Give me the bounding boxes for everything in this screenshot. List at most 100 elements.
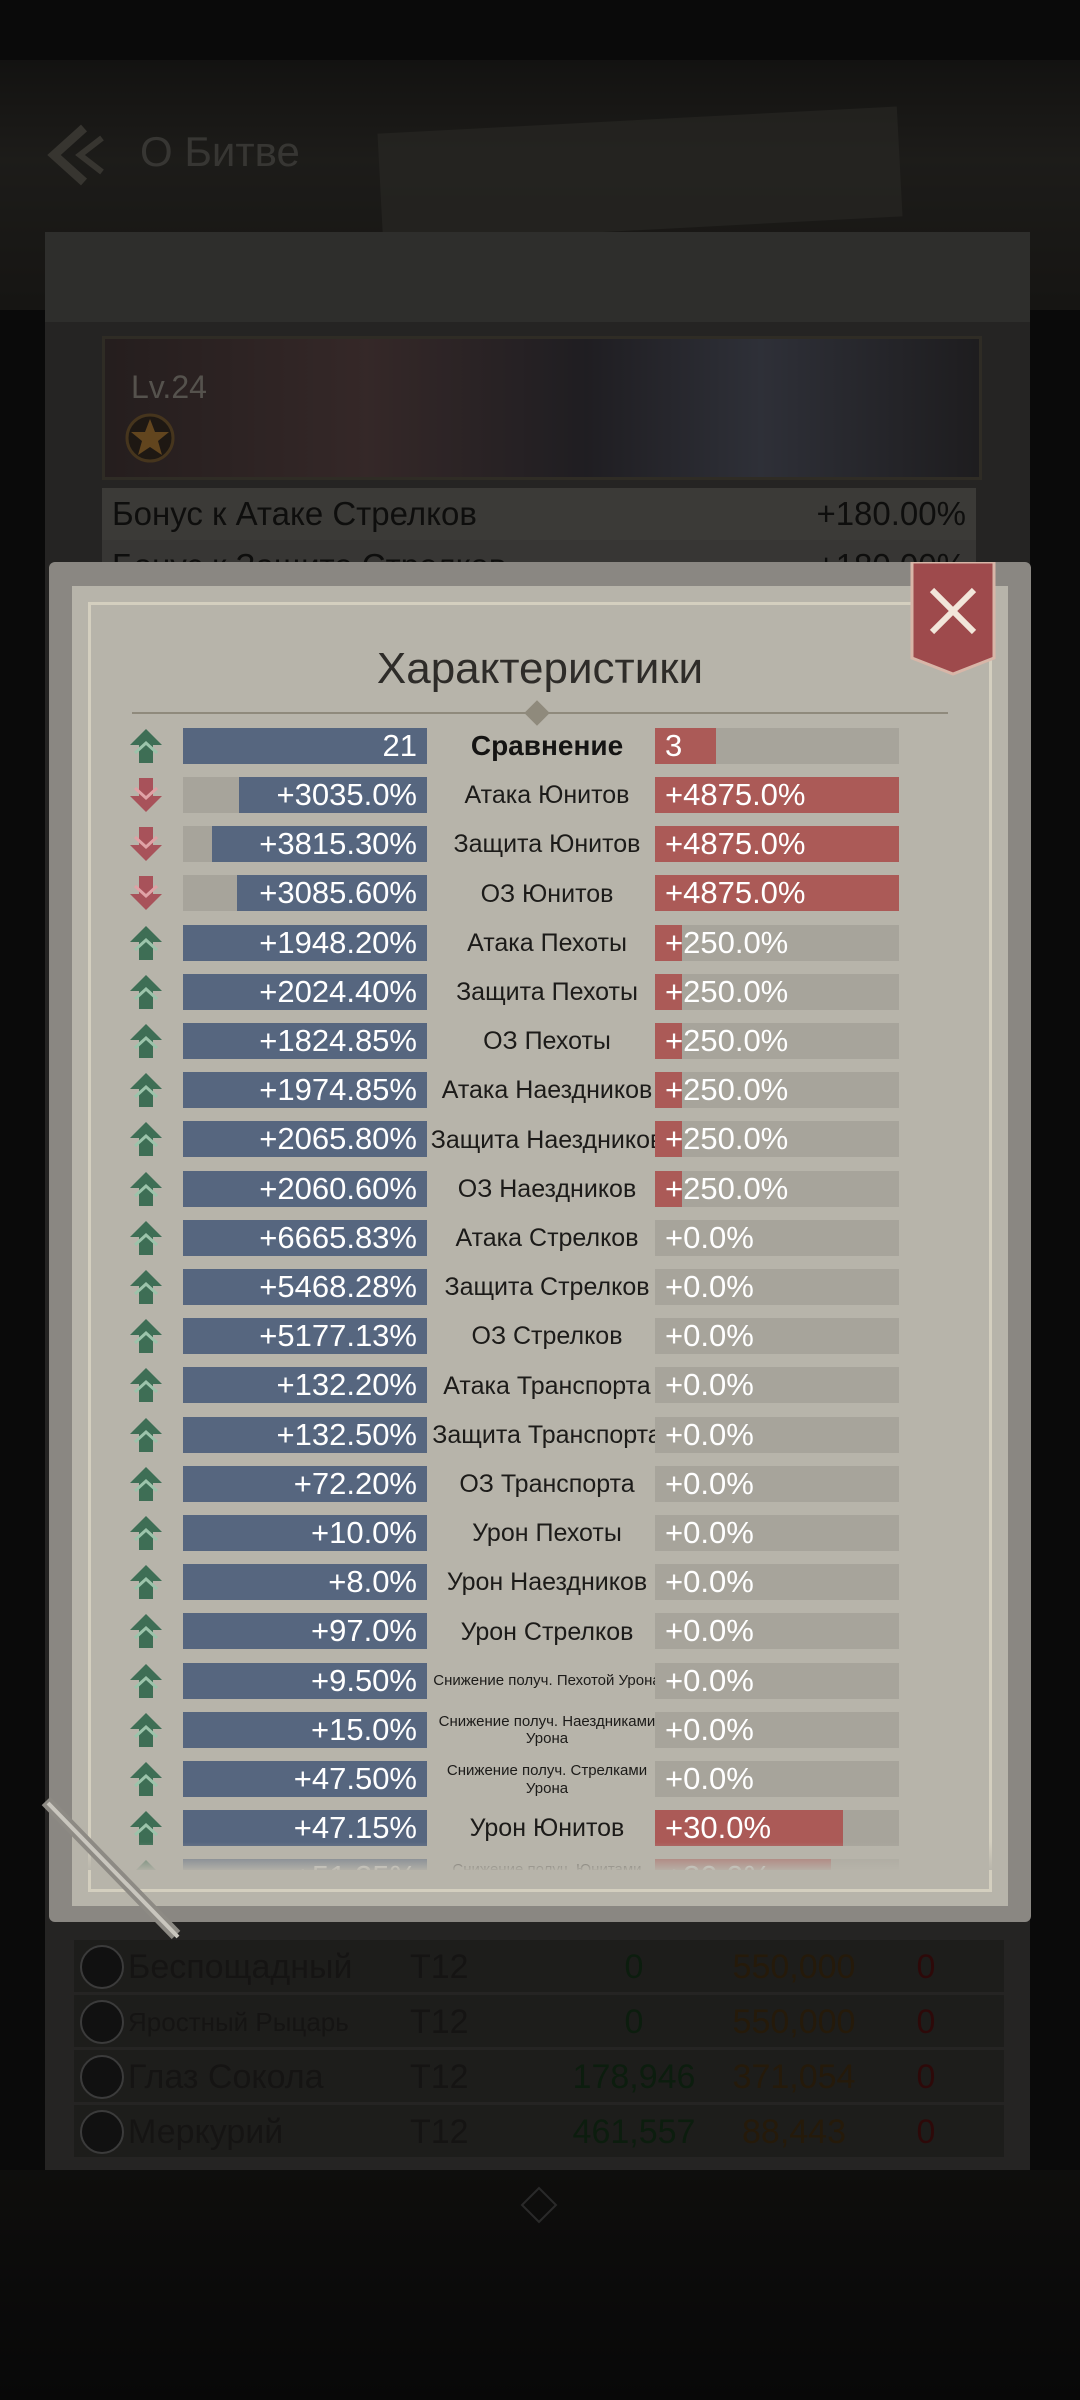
right-bar: +0.0% xyxy=(655,1269,899,1305)
right-value: +4875.0% xyxy=(665,875,806,911)
dialog-border xyxy=(88,602,992,1892)
arrow-up-icon xyxy=(130,1466,162,1501)
left-bar-fill xyxy=(183,1564,427,1601)
arrow-up-icon xyxy=(130,1319,162,1354)
stat-row: +132.50% Защита Транспорта +0.0% xyxy=(72,1411,1008,1460)
left-value: +5468.28% xyxy=(259,1269,417,1304)
left-bar: +2065.80% xyxy=(183,1121,427,1158)
stat-label: ОЗ Юнитов xyxy=(480,879,614,908)
left-value: +9.50% xyxy=(310,1662,417,1698)
stat-row: +10.0% Урон Пехоты +0.0% xyxy=(72,1509,1008,1558)
right-bar: +4875.0% xyxy=(655,777,899,813)
right-value: +0.0% xyxy=(665,1269,754,1304)
left-value: +72.20% xyxy=(293,1465,417,1501)
stat-row: +15.0% Снижение получ. Наездниками Урона +… xyxy=(72,1706,1008,1755)
left-bar-fill xyxy=(183,1219,427,1256)
left-bar: +10.0% xyxy=(183,1515,427,1551)
close-button[interactable] xyxy=(908,560,998,676)
stat-label: ОЗ Пехоты xyxy=(483,1027,611,1056)
right-bar: +4875.0% xyxy=(655,875,899,912)
right-value: +250.0% xyxy=(665,1121,789,1157)
left-value: +47.15% xyxy=(293,1810,417,1846)
right-bar: +4875.0% xyxy=(655,826,899,863)
scroll-fade xyxy=(72,1842,1008,1870)
stat-label: Сравнение xyxy=(470,730,624,762)
left-value: +6665.83% xyxy=(259,1219,417,1255)
right-bar: +0.0% xyxy=(655,1219,899,1256)
left-bar-fill xyxy=(183,1072,427,1109)
arrow-up-icon xyxy=(130,1614,162,1649)
stats-list[interactable]: 21 Сравнение 3 +3035.0% Атака Юнитов +4875… xyxy=(72,722,1008,1870)
right-value: +4875.0% xyxy=(665,777,806,812)
left-bar: +1974.85% xyxy=(183,1072,427,1109)
left-bar-fill xyxy=(212,826,427,863)
left-value: +3085.60% xyxy=(259,875,417,911)
right-value: +250.0% xyxy=(665,1072,789,1108)
left-bar-fill xyxy=(237,875,427,912)
right-bar: +0.0% xyxy=(655,1367,899,1404)
right-bar: +0.0% xyxy=(655,1613,899,1650)
right-bar: +250.0% xyxy=(655,924,899,961)
stat-row: +72.20% ОЗ Транспорта +0.0% xyxy=(72,1460,1008,1509)
left-bar: +5468.28% xyxy=(183,1269,427,1305)
left-value: +47.50% xyxy=(293,1761,417,1796)
left-bar: +15.0% xyxy=(183,1711,427,1748)
quill-icon xyxy=(41,1796,181,1940)
right-value: +250.0% xyxy=(665,924,789,960)
arrow-up-icon xyxy=(130,1811,162,1846)
stat-row: +3815.30% Защита Юнитов +4875.0% xyxy=(72,820,1008,869)
right-bar: +0.0% xyxy=(655,1416,899,1453)
left-bar: +3085.60% xyxy=(183,875,427,912)
stat-label: Атака Юнитов xyxy=(464,781,630,810)
stat-row: +3085.60% ОЗ Юнитов +4875.0% xyxy=(72,869,1008,918)
stat-row: +5468.28% Защита Стрелков +0.0% xyxy=(72,1263,1008,1312)
left-value: +2060.60% xyxy=(259,1170,417,1206)
stat-label: ОЗ Стрелков xyxy=(471,1322,623,1351)
right-bar: +0.0% xyxy=(655,1662,899,1699)
compare-row: 21 Сравнение 3 xyxy=(72,722,1008,771)
stat-row: +2024.40% Защита Пехоты +250.0% xyxy=(72,968,1008,1017)
arrow-up-icon xyxy=(130,1073,162,1108)
left-bar: +47.15% xyxy=(183,1810,427,1847)
left-value: +10.0% xyxy=(310,1515,417,1550)
left-bar-fill xyxy=(183,1515,427,1551)
stat-label: Урон Наездников xyxy=(446,1568,648,1597)
left-value: +1824.85% xyxy=(259,1023,417,1058)
right-bar-fill xyxy=(655,1810,843,1847)
stat-row: +6665.83% Атака Стрелков +0.0% xyxy=(72,1214,1008,1263)
left-value: +5177.13% xyxy=(259,1318,417,1354)
arrow-down-icon xyxy=(130,778,162,812)
arrow-up-icon xyxy=(130,1220,162,1255)
left-value: +1974.85% xyxy=(259,1072,417,1108)
right-value: +30.0% xyxy=(665,1810,772,1846)
right-bar: +250.0% xyxy=(655,1121,899,1158)
stat-row: +2065.80% Защита Наездников +250.0% xyxy=(72,1115,1008,1164)
left-bar: +47.50% xyxy=(183,1761,427,1797)
stat-row: +47.15% Урон Юнитов +30.0% xyxy=(72,1804,1008,1853)
right-value: +250.0% xyxy=(665,973,789,1009)
left-bar: +6665.83% xyxy=(183,1219,427,1256)
left-bar-fill xyxy=(183,1023,427,1059)
left-bar: 21 xyxy=(183,728,427,764)
right-bar-fill xyxy=(655,1023,682,1059)
stat-label: Урон Пехоты xyxy=(472,1519,622,1548)
left-value: +3815.30% xyxy=(259,826,417,862)
stat-label: Снижение получ. Стрелками Урона xyxy=(446,1762,648,1797)
right-value: +0.0% xyxy=(665,1515,754,1550)
left-value: 21 xyxy=(382,728,417,763)
right-value: +0.0% xyxy=(665,1465,754,1501)
left-bar: +3815.30% xyxy=(183,826,427,863)
left-bar-fill xyxy=(183,1761,427,1797)
right-value: +0.0% xyxy=(665,1711,754,1747)
right-bar: +250.0% xyxy=(655,1072,899,1109)
arrow-up-icon xyxy=(130,1565,162,1600)
right-value: +0.0% xyxy=(665,1318,754,1354)
left-bar: +5177.13% xyxy=(183,1318,427,1355)
left-bar: +3035.0% xyxy=(183,777,427,813)
stat-label: Защита Стрелков xyxy=(444,1273,650,1302)
left-value: +3035.0% xyxy=(276,777,417,812)
left-bar: +132.50% xyxy=(183,1416,427,1453)
left-value: +132.50% xyxy=(276,1416,417,1452)
left-bar-fill xyxy=(183,1318,427,1355)
right-value: +0.0% xyxy=(665,1219,754,1255)
